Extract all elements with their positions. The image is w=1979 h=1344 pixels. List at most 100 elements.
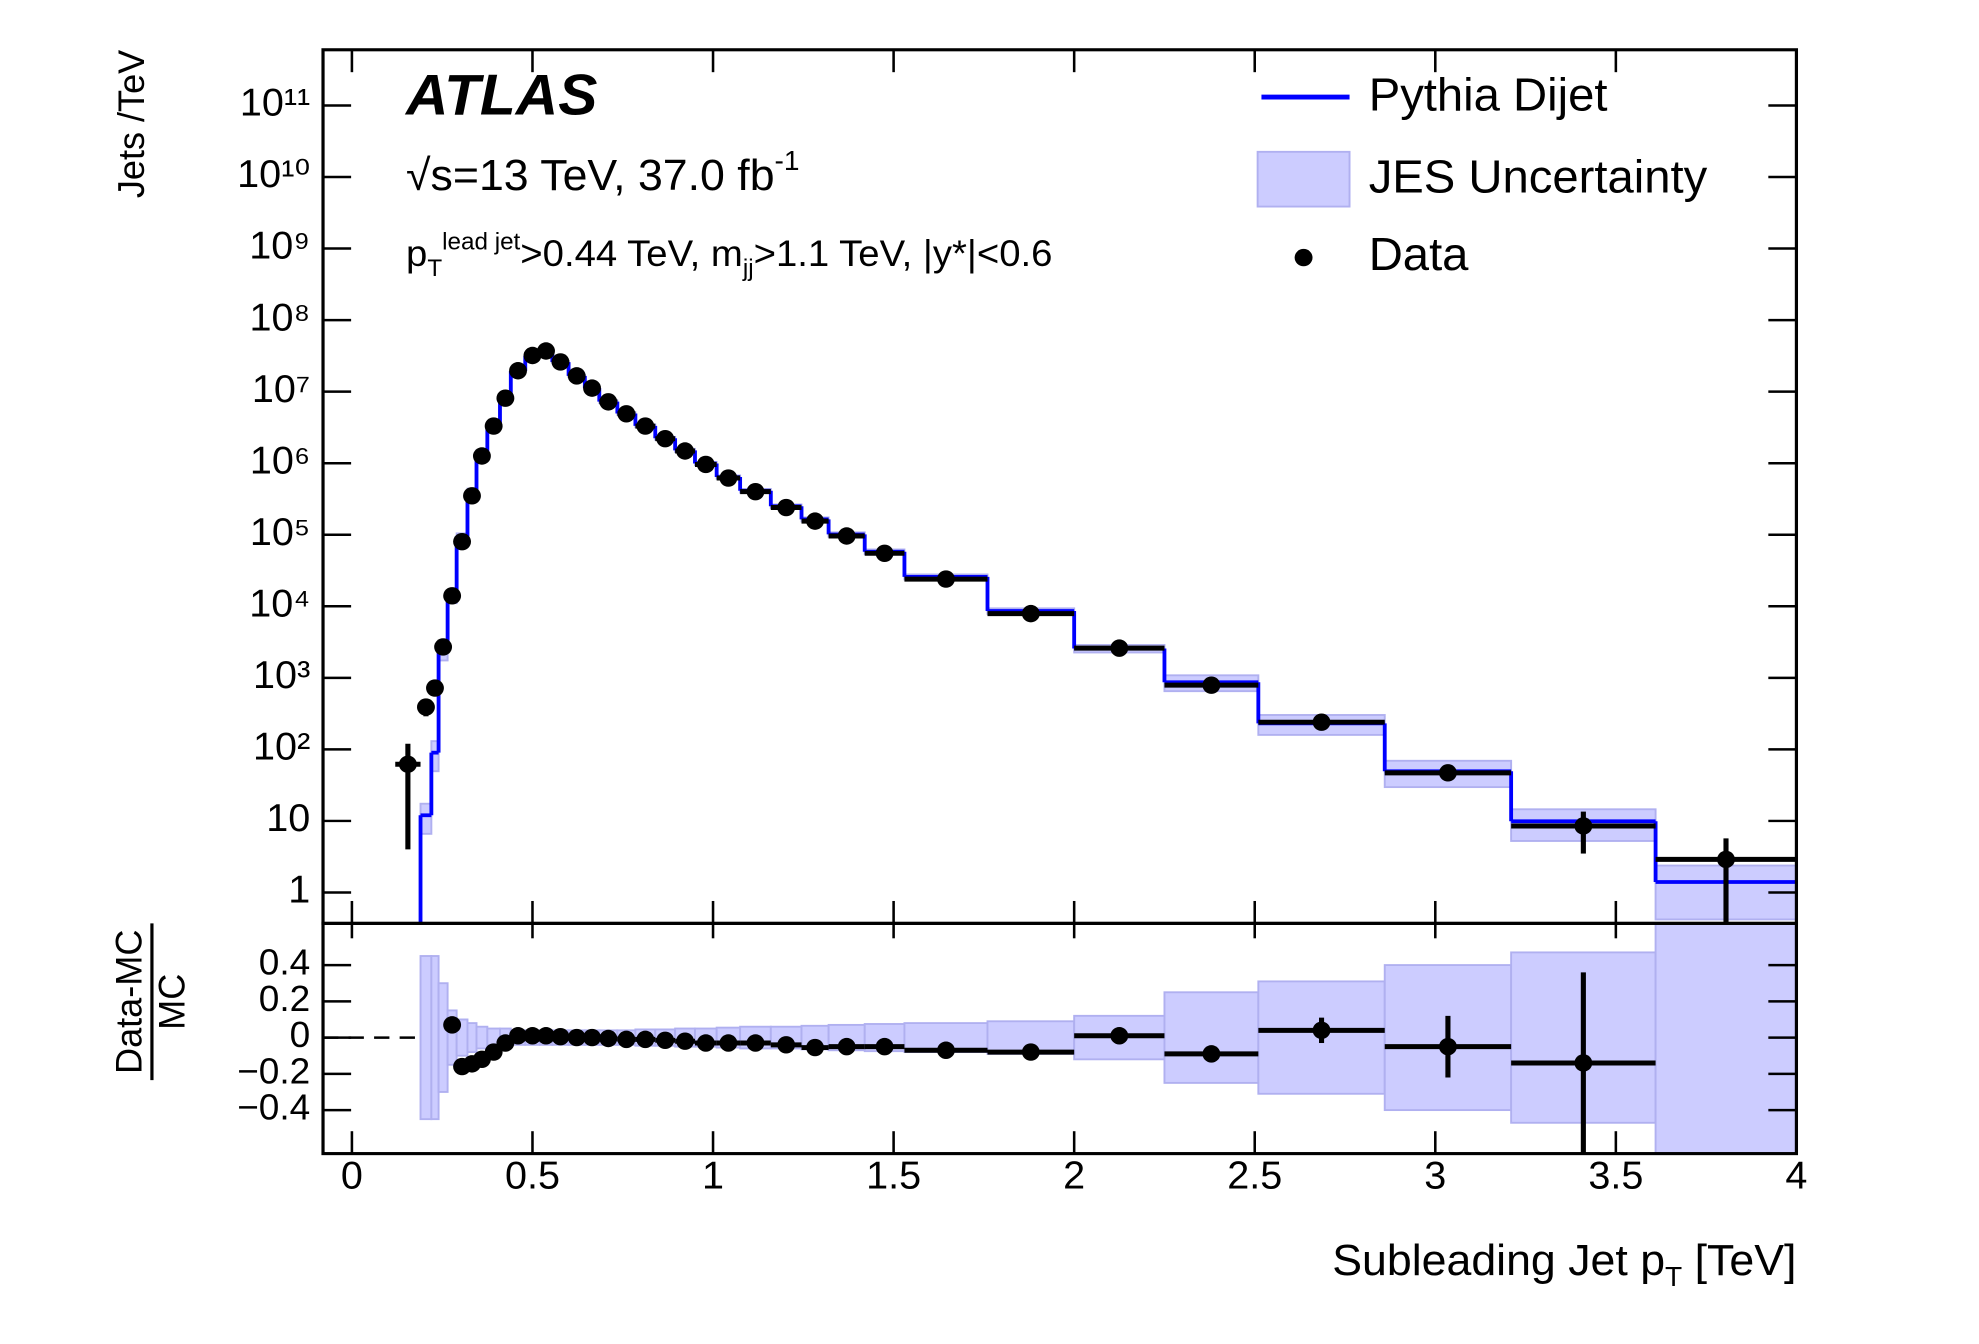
y-tick-label: 1	[288, 869, 310, 911]
x-tick-label: 1	[702, 1155, 724, 1197]
y-tick-label: 10²	[253, 726, 310, 768]
ratio-uncertainty-band	[419, 955, 433, 1121]
data-point	[806, 512, 824, 530]
data-point	[1717, 850, 1735, 869]
data-point	[484, 417, 503, 435]
x-axis-label: Subleading Jet pT [TeV]	[1332, 1236, 1796, 1291]
x-tick-label: 2.5	[1227, 1155, 1282, 1197]
data-point	[1021, 1043, 1040, 1061]
data-point	[398, 755, 417, 773]
y-tick-label: 10³	[253, 654, 310, 696]
y-tick-label: 10⁶	[250, 440, 310, 482]
ratio-frame	[321, 921, 1799, 1156]
data-point	[443, 587, 462, 605]
x-tick-label: 1.5	[866, 1155, 921, 1197]
text-segment: T	[1665, 1261, 1682, 1292]
data-point	[1574, 817, 1593, 835]
text-segment: T	[427, 255, 442, 282]
data-point	[583, 1028, 602, 1047]
y-tick-label: 10⁵	[250, 511, 310, 553]
data-point	[472, 447, 491, 465]
data-point	[777, 498, 796, 517]
data-point	[1438, 1037, 1457, 1056]
text-segment: [TeV]	[1682, 1236, 1796, 1284]
data-point	[1110, 1027, 1129, 1045]
ratio-y-tick-label: 0.4	[259, 942, 310, 982]
x-tick-label: 4	[1785, 1155, 1807, 1197]
ratio-y-label-denominator: MC	[151, 974, 193, 1030]
data-point	[1438, 764, 1457, 782]
data-point	[656, 1031, 675, 1050]
annotation: √s=13 TeV, 37.0 fb-1	[406, 145, 800, 199]
data-point	[1021, 604, 1040, 623]
data-point	[746, 1034, 765, 1052]
data-point	[509, 362, 527, 380]
ratio-y-tick-label: −0.2	[237, 1051, 310, 1091]
data-point	[509, 1027, 527, 1045]
ratio-y-label-numerator: Data-MC	[108, 930, 150, 1074]
data-point	[746, 482, 765, 501]
data-point	[434, 638, 453, 656]
data-point	[523, 1027, 542, 1045]
ratio-uncertainty-band	[466, 1022, 478, 1054]
data-point	[1312, 1021, 1331, 1040]
y-tick-label: 10¹⁰	[237, 154, 310, 196]
data-point	[875, 1037, 894, 1056]
legend-label: Data	[1369, 228, 1469, 279]
y-tick-label: 10¹¹	[240, 82, 310, 124]
data-point	[676, 1032, 694, 1050]
data-point	[453, 532, 471, 551]
ratio-panel	[323, 923, 1797, 1154]
y-tick-label: 10⁹	[249, 225, 310, 267]
data-point	[551, 1027, 570, 1046]
y-tick-label: 10⁸	[250, 297, 311, 339]
data-point	[1574, 1054, 1593, 1072]
data-point	[599, 1029, 618, 1048]
y-tick-label: 10⁷	[252, 368, 310, 410]
data-point	[719, 1034, 738, 1052]
ratio-uncertainty-band	[430, 955, 440, 1121]
data-point	[719, 469, 738, 487]
data-point	[537, 1027, 555, 1045]
data-point	[523, 346, 542, 365]
legend-label: Pythia Dijet	[1369, 69, 1608, 120]
text-segment: >0.44 TeV, m	[520, 234, 743, 275]
text-segment: Subleading Jet p	[1332, 1236, 1665, 1284]
x-tick-label: 3	[1424, 1155, 1446, 1197]
data-point	[426, 679, 444, 697]
data-point	[696, 1034, 715, 1052]
data-point	[777, 1036, 796, 1054]
data-point	[443, 1016, 462, 1034]
x-tick-label: 2	[1063, 1155, 1085, 1197]
text-segment: >1.1 TeV, |y*|<0.6	[754, 234, 1053, 275]
x-tick-label: 0	[341, 1155, 363, 1197]
legend-swatch	[1256, 150, 1351, 208]
legend-label: JES Uncertainty	[1369, 151, 1708, 202]
data-point	[537, 342, 555, 360]
axes: 0 0.5 1 1.5 2 2.5 3 3.5 4 1 10 10² 10³ 10⁴ 10⁵ 10⁶ 10⁷ 10…	[237, 48, 1807, 1292]
data-point	[636, 417, 655, 435]
text-segment: -1	[775, 145, 800, 176]
data-point	[617, 1030, 636, 1049]
data-point	[937, 570, 955, 588]
text-segment: jj	[742, 255, 754, 282]
ratio-y-tick-label: 0.2	[259, 978, 310, 1018]
ratio-y-tick-label: 0	[290, 1015, 311, 1055]
data-point	[696, 455, 715, 474]
data-point	[656, 429, 675, 448]
data-point	[636, 1030, 655, 1049]
data-point	[937, 1041, 955, 1059]
data-point	[676, 442, 694, 460]
data-point	[837, 527, 856, 545]
annotation: ATLAS	[404, 64, 598, 127]
data-point	[567, 367, 586, 385]
text-segment: ATLAS	[404, 64, 598, 127]
data-point	[567, 1028, 586, 1047]
ratio-uncertainty-band	[475, 1025, 489, 1050]
data-point	[617, 405, 636, 423]
data-point	[875, 544, 894, 563]
x-tick-label: 0.5	[505, 1155, 560, 1197]
data-point	[599, 393, 618, 411]
